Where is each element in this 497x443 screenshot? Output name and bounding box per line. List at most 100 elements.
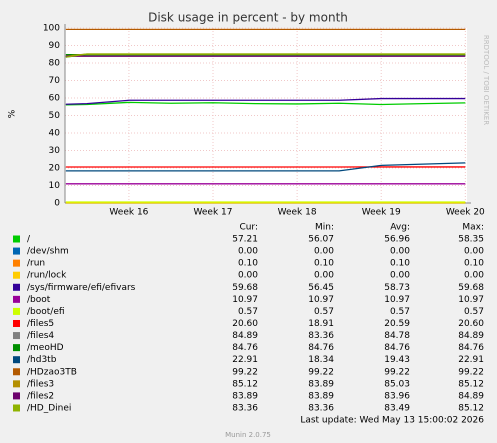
legend-header: Min: (315, 223, 334, 233)
legend-stat: 99.22 (384, 367, 410, 377)
legend-swatch (13, 247, 20, 255)
legend-label: /boot/efi (27, 307, 65, 317)
legend-swatch (13, 271, 20, 279)
legend-label: /run/lock (27, 271, 67, 281)
legend-swatch (13, 380, 20, 388)
x-tick-label: Week 17 (194, 208, 233, 218)
legend-stat: 84.89 (458, 391, 484, 401)
last-update: Last update: Wed May 13 15:00:02 2026 (300, 416, 484, 426)
series-line (65, 162, 466, 172)
legend-stat: 85.12 (458, 403, 484, 413)
series-line (65, 97, 466, 105)
legend-swatch (13, 404, 20, 412)
legend-stat: 10.97 (232, 295, 258, 305)
legend-label: / (27, 235, 31, 245)
y-tick-label: 20 (49, 164, 61, 174)
x-tick-label: Week 20 (446, 208, 485, 218)
legend-swatch (13, 319, 20, 327)
legend-label: /dev/shm (27, 247, 69, 257)
legend-stat: 83.89 (308, 391, 334, 401)
legend-label: /meoHD (27, 343, 64, 353)
legend-stat: 99.22 (458, 367, 484, 377)
legend-stat: 84.76 (458, 343, 484, 353)
legend-stat: 0.00 (464, 247, 484, 257)
y-tick-label: 10 (49, 181, 61, 191)
y-tick-label: 100 (43, 24, 60, 34)
legend-label: /sys/firmware/efi/efivars (27, 283, 136, 293)
legend-stat: 56.07 (308, 235, 334, 245)
legend-stat: 0.00 (314, 247, 334, 257)
legend-label: /files3 (27, 379, 54, 389)
legend-stat: 83.36 (308, 331, 334, 341)
legend-swatch (13, 356, 20, 364)
legend-swatch (13, 283, 20, 291)
legend-header: Avg: (390, 223, 410, 233)
y-tick-label: 60 (49, 94, 61, 104)
legend-stat: 20.59 (384, 319, 410, 329)
legend-stat: 83.36 (308, 403, 334, 413)
legend-stat: 0.00 (238, 271, 258, 281)
y-tick-label: 50 (49, 111, 61, 121)
legend-stat: 0.57 (314, 307, 334, 317)
y-tick-label: 40 (49, 129, 61, 139)
legend-stat: 0.00 (314, 271, 334, 281)
series-line (65, 101, 466, 106)
legend-stat: 56.96 (384, 235, 410, 245)
legend-label: /hd3tb (27, 355, 57, 365)
legend-stat: 84.89 (458, 331, 484, 341)
footer: Munin 2.0.75 (225, 431, 271, 439)
legend-stat: 18.34 (308, 355, 334, 365)
legend-swatch (13, 307, 20, 315)
legend-swatch (13, 392, 20, 400)
y-tick-label: 80 (49, 59, 61, 69)
legend-stat: 0.57 (464, 307, 484, 317)
x-tick-label: Week 19 (362, 208, 401, 218)
y-tick-label: 70 (49, 76, 61, 86)
legend-stat: 18.91 (308, 319, 334, 329)
legend-label: /files2 (27, 391, 54, 401)
legend-stat: 0.00 (238, 247, 258, 257)
legend-label: /HD_Dinei (27, 403, 71, 413)
y-tick-label: 30 (49, 146, 61, 156)
legend-label: /files4 (27, 331, 54, 341)
legend-stat: 22.91 (232, 355, 258, 365)
legend-stat: 58.73 (384, 283, 410, 293)
legend-swatch (13, 235, 20, 243)
legend-swatch (13, 344, 20, 352)
legend-stat: 83.89 (232, 391, 258, 401)
legend-stat: 0.10 (314, 259, 334, 269)
legend-stat: 99.22 (308, 367, 334, 377)
legend-stat: 59.68 (458, 283, 484, 293)
legend-stat: 83.36 (232, 403, 258, 413)
legend-stat: 57.21 (232, 235, 258, 245)
legend-stat: 58.35 (458, 235, 484, 245)
legend-swatch (13, 259, 20, 267)
legend-swatch (13, 295, 20, 303)
legend-stat: 0.10 (390, 259, 410, 269)
legend-header: Cur: (239, 223, 258, 233)
legend-stat: 10.97 (384, 295, 410, 305)
legend-stat: 85.03 (384, 379, 410, 389)
legend-stat: 20.60 (232, 319, 258, 329)
legend-stat: 0.00 (464, 271, 484, 281)
legend-stat: 83.49 (384, 403, 410, 413)
legend-stat: 10.97 (458, 295, 484, 305)
legend-stat: 83.96 (384, 391, 410, 401)
legend-stat: 84.78 (384, 331, 410, 341)
series-line (65, 53, 466, 58)
legend-stat: 83.89 (308, 379, 334, 389)
legend-stat: 84.76 (384, 343, 410, 353)
legend-label: /HDzao3TB (27, 367, 77, 377)
legend-stat: 0.57 (238, 307, 258, 317)
legend-stat: 22.91 (458, 355, 484, 365)
y-axis-label: % (8, 109, 18, 118)
legend-stat: 84.89 (232, 331, 258, 341)
legend-label: /run (27, 259, 45, 269)
x-tick-label: Week 16 (109, 208, 148, 218)
legend-stat: 0.10 (238, 259, 258, 269)
legend-stat: 0.10 (464, 259, 484, 269)
legend-stat: 85.12 (232, 379, 258, 389)
legend-stat: 56.45 (308, 283, 334, 293)
legend-swatch (13, 368, 20, 376)
